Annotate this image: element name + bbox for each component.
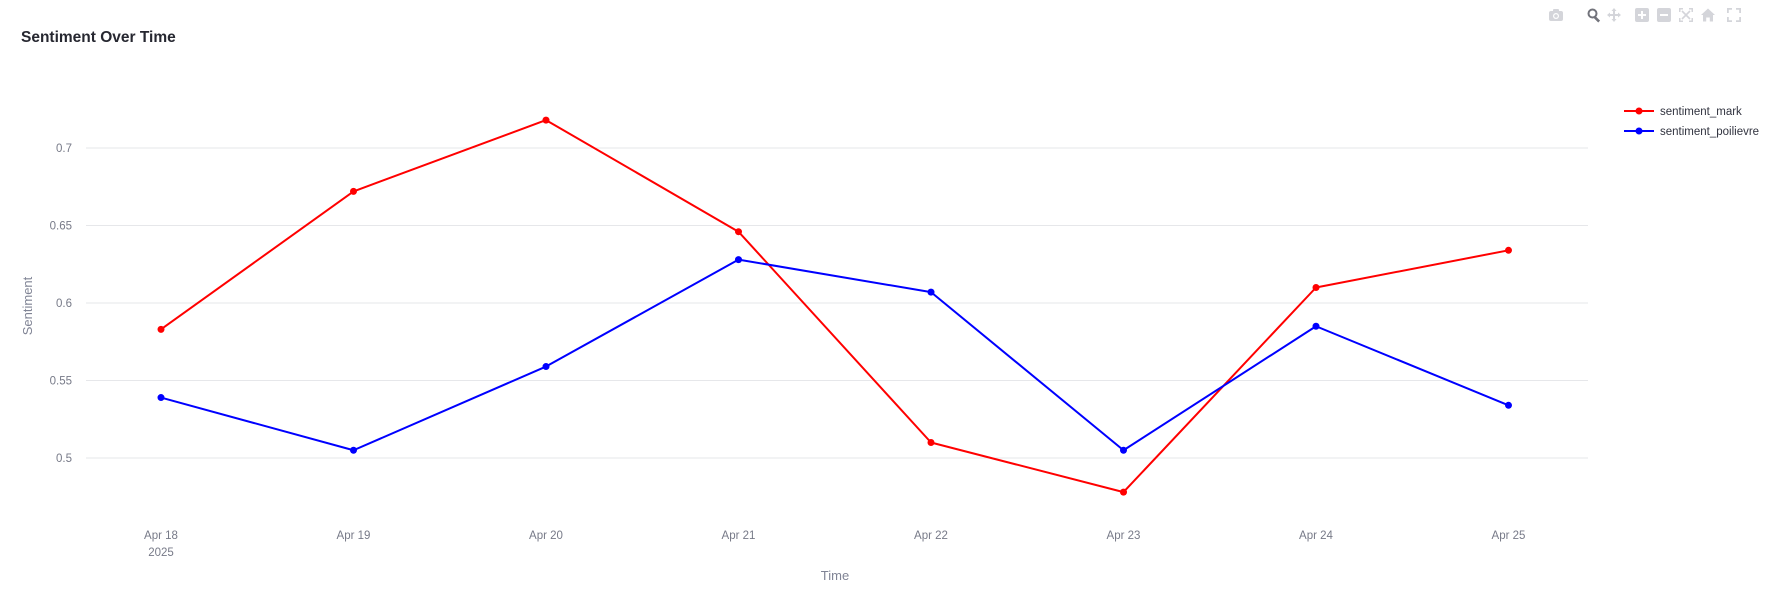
x-tick-label: Apr 21 — [722, 530, 756, 542]
x-tick-label: Apr 22 — [914, 530, 948, 542]
data-point[interactable] — [927, 439, 935, 446]
series-sentiment_mark — [157, 116, 1512, 496]
y-tick-label: 0.5 — [56, 453, 72, 465]
zoom-in-icon[interactable] — [1634, 7, 1652, 25]
legend-item[interactable]: sentiment_mark — [1624, 106, 1742, 118]
y-tick-label: 0.55 — [50, 376, 72, 388]
data-point[interactable] — [735, 228, 742, 236]
data-point[interactable] — [350, 446, 357, 454]
data-point[interactable] — [927, 288, 935, 296]
series-layer — [157, 116, 1512, 496]
x-tick-label: Apr 23 — [1107, 530, 1141, 542]
x-tick-label: Apr 25 — [1492, 530, 1526, 542]
gridlines — [86, 147, 1588, 459]
legend-marker — [1635, 127, 1643, 135]
zoom-icon[interactable] — [1586, 7, 1604, 25]
series-line — [160, 119, 1509, 494]
data-point[interactable] — [1120, 446, 1127, 454]
x-tick-year-label: 2025 — [148, 547, 174, 559]
x-axis-title: Time — [821, 568, 849, 583]
series-line — [160, 258, 1509, 452]
data-point[interactable] — [1312, 284, 1320, 291]
y-tick-label: 0.6 — [56, 298, 72, 310]
data-point[interactable] — [1505, 401, 1512, 409]
data-point[interactable] — [1312, 322, 1320, 330]
legend-label: sentiment_mark — [1660, 106, 1742, 118]
reset-axes-icon[interactable] — [1700, 7, 1718, 25]
x-tick-label: Apr 18 — [144, 530, 178, 542]
legend-marker — [1635, 107, 1643, 115]
data-point[interactable] — [157, 394, 165, 402]
autoscale-icon[interactable] — [1678, 7, 1696, 25]
x-tick-label: Apr 20 — [529, 530, 563, 542]
series-sentiment_poilievre — [157, 256, 1512, 454]
legend[interactable]: sentiment_mark sentiment_poilievre — [1624, 106, 1759, 138]
zoom-out-icon[interactable] — [1656, 7, 1674, 25]
x-tick-label: Apr 24 — [1299, 530, 1333, 542]
data-point[interactable] — [1505, 246, 1512, 254]
data-point[interactable] — [350, 187, 357, 195]
pan-icon[interactable] — [1606, 7, 1624, 25]
data-point[interactable] — [542, 363, 550, 371]
legend-item[interactable]: sentiment_poilievre — [1624, 126, 1759, 138]
data-point[interactable] — [735, 256, 742, 264]
y-tick-label: 0.7 — [56, 143, 72, 155]
chart-title: Sentiment Over Time — [21, 29, 176, 46]
data-point[interactable] — [542, 116, 550, 124]
y-axis-ticks: 0.5 0.55 0.6 0.65 0.7 — [50, 143, 72, 465]
legend-label: sentiment_poilievre — [1660, 126, 1759, 138]
y-tick-label: 0.65 — [50, 221, 72, 233]
data-point[interactable] — [1120, 488, 1127, 496]
data-point[interactable] — [157, 325, 165, 333]
fullscreen-icon[interactable] — [1726, 7, 1744, 25]
y-axis-title: Sentiment — [20, 276, 35, 335]
x-axis-ticks: Apr 18 Apr 19 Apr 20 Apr 21 Apr 22 Apr 23 Apr … — [144, 530, 1525, 559]
camera-icon[interactable] — [1548, 7, 1566, 25]
x-tick-label: Apr 19 — [337, 530, 371, 542]
